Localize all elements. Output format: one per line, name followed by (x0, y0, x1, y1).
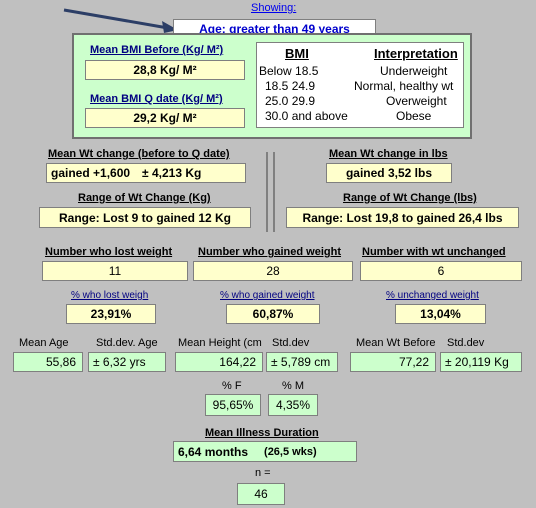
bmi-meaning-2: Normal, healthy wt (354, 79, 454, 93)
male-pct-value: 4,35% (268, 394, 318, 416)
wt-change-label: Mean Wt change (before to Q date) (48, 148, 230, 160)
age-value: 55,86 (13, 352, 83, 372)
range-lbs-label: Range of Wt Change (lbs) (343, 192, 477, 204)
unchanged-count-label: Number with wt unchanged (362, 246, 506, 258)
bmi-qdate-value: 29,2 Kg/ M² (85, 108, 245, 128)
range-kg-label: Range of Wt Change (Kg) (78, 192, 211, 204)
wt-change-sd: ± 4,213 Kg (142, 166, 202, 180)
wt-sd-label: Std.dev (447, 337, 485, 349)
n-label: n = (255, 467, 271, 479)
bmi-range-2: 18.5 24.9 (265, 79, 316, 93)
height-sd-label: Std.dev (272, 337, 310, 349)
divider-left (266, 152, 268, 232)
bmi-meaning-4: Obese (396, 109, 432, 123)
range-lbs-value: Range: Lost 19,8 to gained 26,4 lbs (286, 207, 519, 228)
unchanged-pct-value: 13,04% (395, 304, 486, 324)
wt-before-value: 77,22 (350, 352, 436, 372)
illness-months: 6,64 months (178, 444, 249, 459)
bmi-range-4: 30.0 and above (265, 109, 348, 123)
height-label: Mean Height (cm (178, 337, 262, 349)
unchanged-count-value: 6 (360, 261, 522, 281)
interpretation-col-header: Interpretation (374, 46, 458, 61)
wt-before-label: Mean Wt Before (356, 337, 436, 349)
wt-change-gain: gained +1,600 (51, 166, 131, 180)
age-sd-label: Std.dev. Age (96, 337, 158, 349)
lost-count-value: 11 (42, 261, 188, 281)
bmi-before-label: Mean BMI Before (Kg/ M²) (90, 44, 224, 56)
gained-pct-value: 60,87% (226, 304, 320, 324)
bmi-before-value: 28,8 Kg/ M² (85, 60, 245, 80)
height-value: 164,22 (175, 352, 263, 372)
bmi-meaning-1: Underweight (380, 64, 448, 78)
lost-count-label: Number who lost weight (45, 246, 173, 258)
bmi-meaning-3: Overweight (386, 94, 447, 108)
range-kg-value: Range: Lost 9 to gained 12 Kg (39, 207, 251, 228)
female-pct-label: % F (222, 380, 242, 392)
bmi-range-3: 25.0 29.9 (265, 94, 316, 108)
showing-link[interactable]: Showing: (251, 2, 297, 14)
bmi-interpretation-table (256, 42, 464, 128)
gained-count-value: 28 (193, 261, 353, 281)
lost-pct-label: % who lost weigh (71, 290, 149, 301)
illness-weeks: (26,5 wks) (264, 445, 317, 458)
gained-pct-label: % who gained weight (220, 290, 315, 301)
n-value: 46 (237, 483, 285, 505)
lost-pct-value: 23,91% (66, 304, 156, 324)
male-pct-label: % M (282, 380, 304, 392)
female-pct-value: 95,65% (205, 394, 261, 416)
wt-change-value: gained +1,600 ± 4,213 Kg (46, 163, 246, 183)
divider-right (273, 152, 275, 232)
age-label: Mean Age (19, 337, 69, 349)
illness-duration-value: 6,64 months (26,5 wks) (173, 441, 357, 462)
arrow-icon (63, 8, 178, 33)
gained-count-label: Number who gained weight (198, 246, 342, 258)
bmi-col-header: BMI (285, 46, 309, 61)
height-sd-value: ± 5,789 cm (266, 352, 338, 372)
wt-change-lbs-label: Mean Wt change in lbs (329, 148, 448, 160)
age-sd-value: ± 6,32 yrs (88, 352, 166, 372)
unchanged-pct-label: % unchanged weight (386, 290, 479, 301)
illness-duration-label: Mean Illness Duration (205, 427, 319, 439)
bmi-qdate-label: Mean BMI Q date (Kg/ M²) (90, 93, 223, 105)
bmi-range-1: Below 18.5 (259, 64, 319, 78)
wt-sd-value: ± 20,119 Kg (440, 352, 522, 372)
wt-change-lbs-value: gained 3,52 lbs (326, 163, 452, 183)
